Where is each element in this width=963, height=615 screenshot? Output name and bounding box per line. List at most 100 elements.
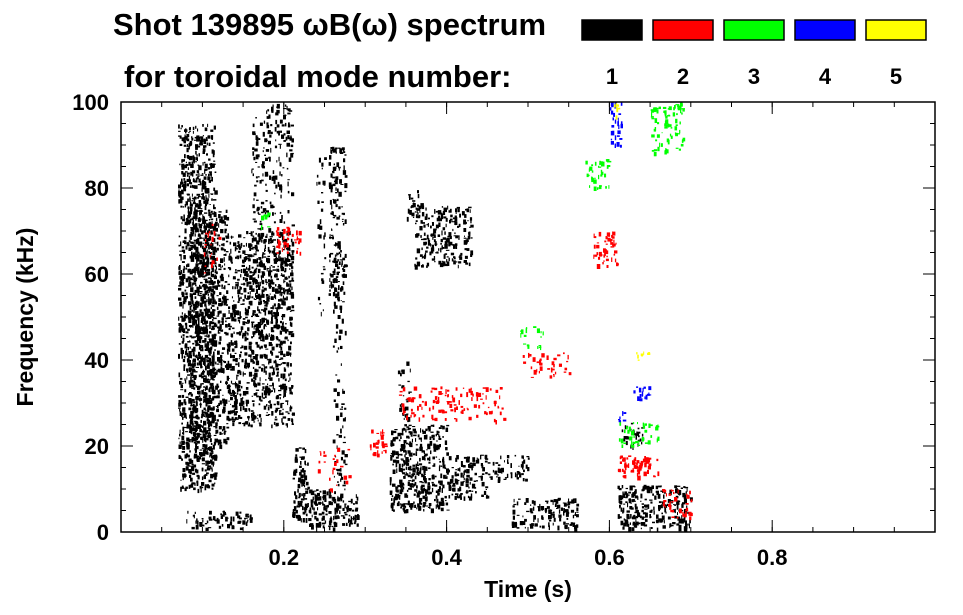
spectrum-mark xyxy=(491,410,493,414)
spectrum-mark xyxy=(333,515,335,521)
spectrum-mark xyxy=(209,438,212,443)
spectrum-mark xyxy=(254,377,257,381)
spectrum-mark xyxy=(198,178,201,183)
spectrum-region-mode-1 xyxy=(251,103,295,341)
spectrum-mark xyxy=(180,335,182,338)
spectrum-mark xyxy=(211,469,213,472)
spectrum-mark xyxy=(244,517,246,520)
spectrum-mark xyxy=(448,232,452,237)
spectrum-mark xyxy=(444,500,447,502)
spectrum-mark xyxy=(431,434,434,439)
spectrum-mark xyxy=(212,226,217,231)
spectrum-mark xyxy=(355,509,358,512)
spectrum-mark xyxy=(188,351,192,355)
spectrum-mark xyxy=(199,452,203,457)
spectrum-mark xyxy=(261,179,264,182)
spectrum-mark xyxy=(489,476,493,478)
spectrum-mark xyxy=(322,525,325,529)
spectrum-mark xyxy=(603,248,606,253)
spectrum-mark xyxy=(198,390,201,395)
spectrum-mark xyxy=(190,227,194,232)
spectrum-mark xyxy=(401,468,404,473)
spectrum-mark xyxy=(261,392,264,398)
spectrum-mark xyxy=(184,204,187,208)
spectrum-mark xyxy=(187,215,191,219)
spectrum-mark xyxy=(195,366,199,368)
spectrum-mark xyxy=(317,296,321,301)
spectrum-mark xyxy=(203,219,207,224)
spectrum-mark xyxy=(343,511,347,514)
spectrum-mark xyxy=(213,211,216,215)
spectrum-mark xyxy=(230,257,233,263)
spectrum-mark xyxy=(337,472,339,475)
spectrum-mark xyxy=(206,142,208,146)
spectrum-mark xyxy=(525,478,528,482)
spectrum-mark xyxy=(179,277,181,280)
spectrum-mark xyxy=(233,392,236,394)
spectrum-mark xyxy=(311,524,314,530)
spectrum-mark xyxy=(193,464,197,468)
spectrum-mark xyxy=(451,493,454,496)
spectrum-mark xyxy=(655,490,658,493)
spectrum-mark xyxy=(254,299,257,300)
spectrum-mark xyxy=(251,378,254,382)
spectrum-mark xyxy=(403,418,405,420)
spectrum-mark xyxy=(337,315,341,319)
spectrum-mark xyxy=(210,306,212,310)
spectrum-mark xyxy=(193,387,196,390)
spectrum-mark xyxy=(189,340,191,342)
spectrum-mark xyxy=(626,510,630,513)
spectrum-mark xyxy=(328,494,332,499)
spectrum-mark xyxy=(556,504,561,509)
spectrum-mark xyxy=(206,460,209,464)
spectrum-mark xyxy=(332,183,336,187)
spectrum-mark xyxy=(539,359,542,365)
spectrum-mark xyxy=(194,214,198,219)
spectrum-mark xyxy=(576,514,579,518)
spectrum-mark xyxy=(228,342,231,348)
spectrum-mark xyxy=(235,269,237,272)
spectrum-mark xyxy=(494,402,496,407)
spectrum-mark xyxy=(403,427,406,431)
spectrum-mark xyxy=(251,271,255,273)
spectrum-mark xyxy=(264,154,266,156)
spectrum-mark xyxy=(409,431,413,435)
spectrum-mark xyxy=(338,285,340,291)
spectrum-mark xyxy=(322,490,326,495)
spectrum-mark xyxy=(262,163,265,168)
spectrum-mark xyxy=(221,248,225,251)
spectrum-mark xyxy=(206,191,210,194)
spectrum-mark xyxy=(260,334,263,337)
spectrum-mark xyxy=(468,416,472,421)
spectrum-mark xyxy=(266,404,268,407)
spectrum-mark xyxy=(221,368,225,373)
spectrum-mark xyxy=(273,248,276,252)
spectrum-mark xyxy=(564,525,567,528)
spectrum-mark xyxy=(253,220,257,223)
spectrum-mark xyxy=(416,209,418,214)
spectrum-mark xyxy=(184,379,187,384)
spectrum-mark xyxy=(178,353,180,359)
spectrum-mark xyxy=(279,232,282,237)
spectrum-mark xyxy=(214,472,218,475)
spectrum-mark xyxy=(344,417,346,420)
spectrum-mark xyxy=(222,426,226,431)
spectrum-mark xyxy=(337,244,341,249)
spectrum-mark xyxy=(433,447,437,452)
spectrum-mark xyxy=(289,289,292,294)
spectrum-mark xyxy=(204,486,207,491)
spectrum-mark xyxy=(196,357,199,361)
spectrum-mark xyxy=(264,212,267,215)
spectrum-mark xyxy=(273,221,276,224)
spectrum-mark xyxy=(178,130,181,132)
spectrum-mark xyxy=(563,508,565,513)
spectrum-mark xyxy=(236,376,238,380)
spectrum-mark xyxy=(281,124,285,127)
spectrum-mark xyxy=(189,218,192,224)
spectrum-mark xyxy=(222,360,225,363)
spectrum-mark xyxy=(416,471,420,476)
spectrum-mark xyxy=(298,477,301,482)
spectrum-mark xyxy=(204,474,208,476)
spectrum-mark xyxy=(296,505,301,508)
